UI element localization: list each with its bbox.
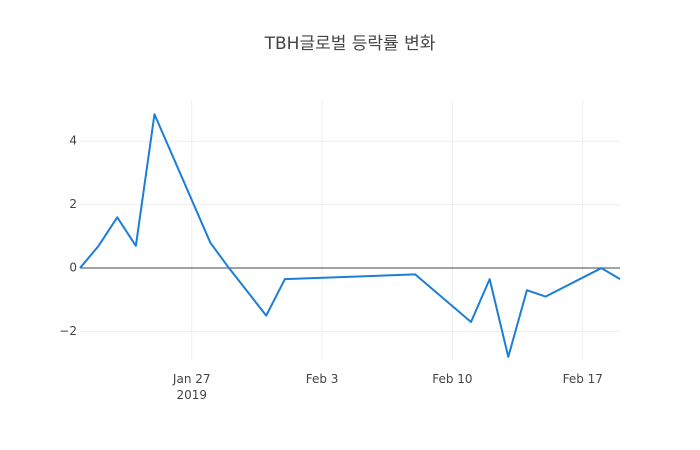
y-tick-label: 0 (69, 261, 77, 275)
x-tick-line: Feb 3 (306, 372, 339, 386)
x-tick-line: Feb 17 (563, 372, 603, 386)
grid (80, 100, 620, 360)
x-tick-label: Feb 17 (563, 372, 603, 386)
y-tick-label: 4 (69, 134, 77, 148)
data-line (79, 113, 621, 358)
x-tick-label: Feb 3 (306, 372, 339, 386)
y-tick-label: 2 (69, 197, 77, 211)
x-tick-line: Jan 27 (172, 372, 211, 386)
x-tick-label: Jan 27 2019 (172, 372, 211, 402)
x-tick-label: Feb 10 (432, 372, 472, 386)
y-tick-label: −2 (59, 324, 77, 338)
x-tick-line: 2019 (176, 388, 207, 402)
chart-title: TBH글로벌 등락률 변화 (264, 34, 436, 54)
x-tick-line: Feb 10 (432, 372, 472, 386)
